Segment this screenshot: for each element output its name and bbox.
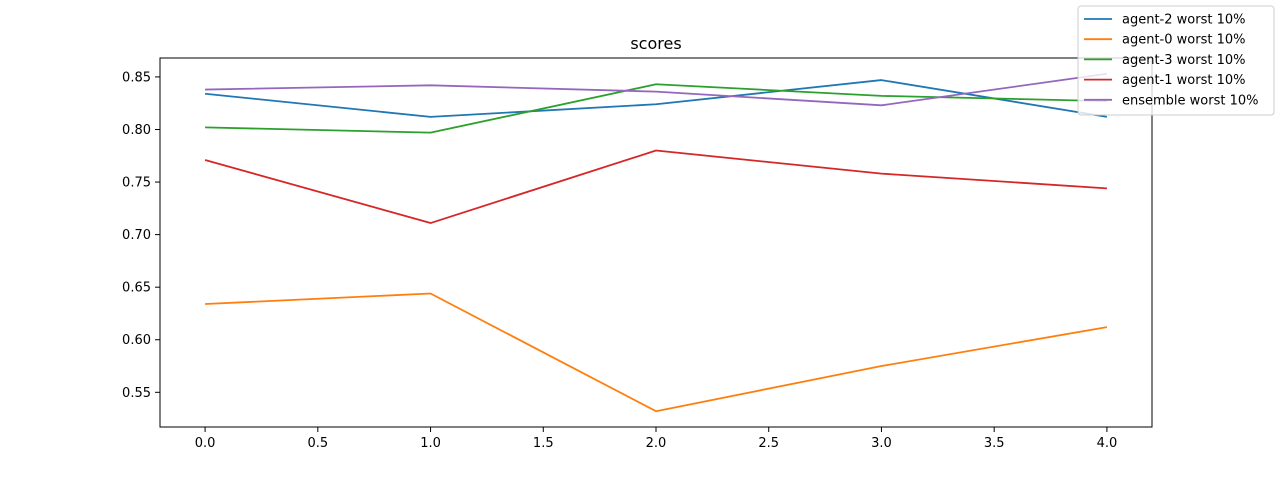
legend: agent-2 worst 10% agent-0 worst 10% agent-…: [1077, 5, 1275, 116]
legend-label-4: ensemble worst 10%: [1122, 93, 1259, 108]
y-tick-label: 0.60: [122, 333, 151, 348]
x-tick-label: 0.0: [195, 436, 216, 451]
x-tick-label: 2.0: [646, 436, 667, 451]
legend-label-1: agent-0 worst 10%: [1122, 33, 1245, 48]
legend-label-0: agent-2 worst 10%: [1122, 13, 1245, 28]
x-axis: 0.0 0.5 1.0 1.5 2.0 2.5 3.0 3.5 4.0: [195, 427, 1118, 451]
series-line-3: [204, 149, 1107, 224]
x-tick-label: 3.5: [984, 436, 1005, 451]
series-line-4: [205, 72, 1108, 107]
y-tick-label: 0.70: [122, 228, 151, 243]
series-layer: [204, 72, 1108, 413]
legend-box: [1077, 5, 1275, 116]
y-tick-label: 0.85: [122, 70, 151, 85]
chart-title: scores: [630, 34, 681, 53]
x-tick-label: 3.0: [871, 436, 892, 451]
x-tick-label: 1.5: [533, 436, 554, 451]
legend-label-3: agent-1 worst 10%: [1122, 73, 1245, 88]
plot-frame: [159, 57, 1153, 428]
y-axis: 0.55 0.60 0.65 0.70 0.75 0.80 0.85: [122, 70, 160, 401]
series-line-1: [205, 292, 1108, 413]
y-tick-label: 0.65: [122, 281, 151, 296]
y-tick-label: 0.55: [122, 386, 151, 401]
series-line-2: [205, 83, 1107, 134]
x-tick-label: 0.5: [307, 436, 328, 451]
y-tick-label: 0.75: [122, 176, 151, 191]
x-tick-label: 2.5: [758, 436, 779, 451]
legend-label-2: agent-3 worst 10%: [1122, 53, 1245, 68]
x-tick-label: 1.0: [420, 436, 441, 451]
y-tick-label: 0.80: [122, 123, 151, 138]
x-tick-label: 4.0: [1097, 436, 1118, 451]
series-line-0: [204, 79, 1108, 118]
